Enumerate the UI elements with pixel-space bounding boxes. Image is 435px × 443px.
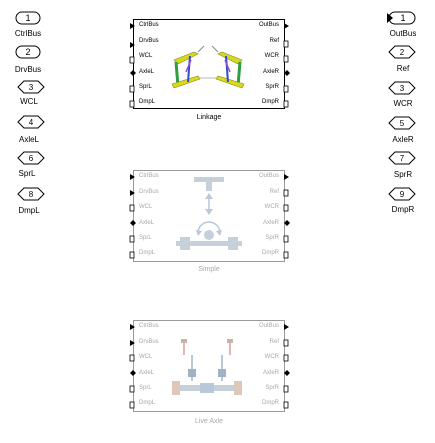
port-label: WCR: [393, 99, 413, 108]
subsystem-block-live-axle[interactable]: CtrlBus DrvBus WCL AxleL SprL DmpL OutBu…: [129, 320, 290, 412]
right-port-ref[interactable]: 2 Ref: [385, 44, 425, 76]
block-output-label: AxleR: [262, 220, 279, 226]
conn-port-icon: 7: [388, 151, 416, 165]
inport-oval-icon: 1: [15, 11, 41, 25]
block-output-label: OutBus: [258, 22, 279, 28]
block-input-label: AxleL: [139, 370, 155, 376]
block-input-label: SprL: [139, 84, 152, 90]
port-label: DmpR: [391, 205, 415, 214]
port-label: OutBus: [389, 29, 417, 38]
port-number: 9: [400, 190, 405, 199]
block-input-label: DrvBus: [139, 189, 159, 195]
block-output-label: SprR: [265, 385, 279, 391]
port-label: WCL: [20, 97, 38, 106]
block-input-label: CtrlBus: [139, 22, 159, 28]
block-port-markers-right: [283, 174, 290, 259]
simple-suspension-graphic: [176, 177, 242, 250]
port-label: Ref: [396, 64, 410, 73]
port-label: SprR: [393, 170, 413, 179]
block-input-label: DmpL: [139, 400, 156, 406]
port-label: AxleR: [392, 135, 414, 144]
port-number: 5: [400, 119, 405, 128]
block-output-label: WCR: [264, 204, 279, 210]
block-input-label: DrvBus: [139, 339, 159, 345]
block-output-label: DmpR: [261, 99, 279, 105]
right-port-outbus[interactable]: 1 OutBus: [385, 10, 425, 42]
conn-port-icon: 9: [388, 187, 416, 201]
block-input-label: AxleL: [139, 69, 155, 75]
port-number: 2: [25, 47, 30, 57]
block-input-label: SprL: [139, 235, 152, 241]
subsystem-block-linkage[interactable]: CtrlBus DrvBus WCL AxleL SprL DmpL OutBu…: [129, 19, 290, 109]
left-port-dmpl[interactable]: 8 DmpL: [14, 186, 45, 216]
block-port-markers-left: [129, 174, 136, 259]
port-label: AxleL: [18, 135, 39, 144]
block-output-label: Ref: [269, 38, 279, 44]
block-title-linkage: Linkage: [196, 114, 222, 121]
left-port-sprl[interactable]: 6 SprL: [14, 150, 45, 180]
right-port-wcr[interactable]: 3 WCR: [385, 80, 425, 110]
block-output-label: DmpR: [261, 250, 279, 256]
conn-port-icon: 4: [17, 115, 45, 129]
conn-port-icon: 6: [17, 151, 45, 165]
port-number: 3: [400, 84, 405, 93]
port-number: 6: [29, 154, 34, 163]
right-port-sprr[interactable]: 7 SprR: [385, 150, 425, 180]
left-port-wcl[interactable]: 3 WCL: [14, 79, 45, 109]
port-label: CtrlBus: [14, 29, 42, 38]
block-output-label: OutBus: [258, 173, 279, 179]
live-axle-graphic: [172, 339, 242, 395]
outport-oval-icon: 1: [387, 11, 416, 25]
left-port-ctrlbus[interactable]: 1 CtrlBus: [14, 10, 44, 42]
port-number: 8: [29, 190, 34, 199]
block-output-label: WCR: [264, 53, 279, 59]
linkage-suspension-graphic: [171, 45, 245, 89]
conn-port-icon: 2: [388, 45, 416, 59]
left-port-axlel[interactable]: 4 AxleL: [14, 114, 45, 144]
block-port-markers-left: [129, 23, 136, 108]
block-port-markers-left: [129, 324, 136, 409]
port-label: SprL: [18, 169, 36, 178]
block-input-label: AxleL: [139, 220, 155, 226]
port-number: 4: [29, 118, 34, 127]
left-port-drvbus[interactable]: 2 DrvBus: [14, 44, 44, 76]
block-port-markers-right: [283, 324, 290, 409]
block-output-label: Ref: [269, 189, 279, 195]
port-label: DrvBus: [14, 65, 42, 74]
conn-port-icon: 5: [388, 116, 416, 130]
block-input-label: WCL: [139, 204, 153, 210]
block-port-markers-right: [283, 23, 290, 108]
block-output-label: OutBus: [258, 323, 279, 329]
conn-port-icon: 3: [17, 80, 45, 94]
inport-oval-icon: 2: [15, 45, 41, 59]
right-port-dmpr[interactable]: 9 DmpR: [385, 186, 425, 216]
port-number: 2: [400, 48, 405, 57]
block-output-label: WCR: [264, 354, 279, 360]
conn-port-icon: 3: [388, 81, 416, 95]
block-input-label: DmpL: [139, 250, 156, 256]
block-output-label: AxleR: [262, 69, 279, 75]
block-output-label: Ref: [269, 339, 279, 345]
subsystem-block-simple[interactable]: CtrlBus DrvBus WCL AxleL SprL DmpL OutBu…: [129, 170, 290, 262]
block-input-label: CtrlBus: [139, 323, 159, 329]
block-input-label: WCL: [139, 53, 153, 59]
block-input-label: DrvBus: [139, 38, 159, 44]
block-output-label: AxleR: [262, 370, 279, 376]
block-input-label: WCL: [139, 354, 153, 360]
block-title-live-axle: Live Axle: [194, 418, 224, 425]
right-port-axler[interactable]: 5 AxleR: [385, 115, 425, 145]
port-label: DmpL: [18, 206, 40, 215]
block-title-simple: Simple: [198, 266, 220, 273]
block-output-label: DmpR: [261, 400, 279, 406]
port-number: 7: [400, 154, 405, 163]
port-number: 1: [400, 13, 405, 23]
block-input-label: CtrlBus: [139, 173, 159, 179]
block-output-label: SprR: [265, 235, 279, 241]
block-input-label: DmpL: [139, 99, 156, 105]
conn-port-icon: 8: [17, 187, 45, 201]
block-output-label: SprR: [265, 84, 279, 90]
port-number: 3: [29, 83, 34, 92]
block-input-label: SprL: [139, 385, 152, 391]
port-number: 1: [25, 13, 30, 23]
